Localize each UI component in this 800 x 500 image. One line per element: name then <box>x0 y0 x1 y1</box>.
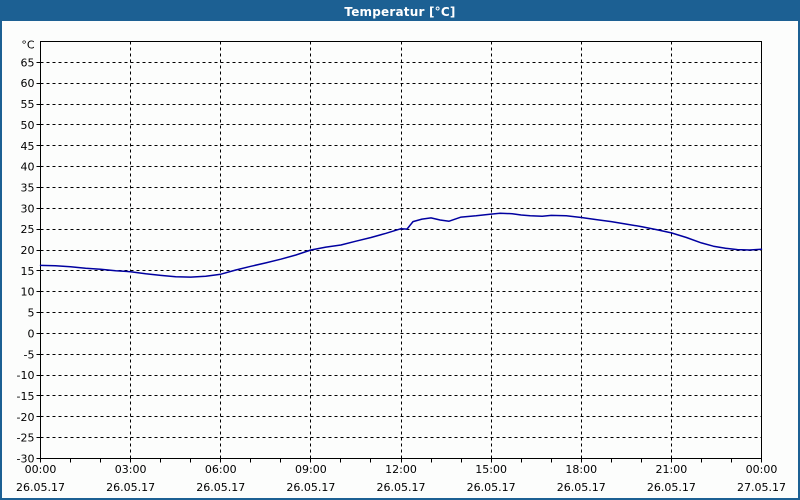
window-title: Temperatur [°C] <box>344 4 456 19</box>
x-tick-time-label: 12:00 <box>385 463 417 476</box>
x-tick-time-label: 21:00 <box>656 463 688 476</box>
x-tick-date-label: 26.05.17 <box>16 481 65 494</box>
y-tick-label: -15 <box>17 390 35 403</box>
x-tick-date-label: 26.05.17 <box>467 481 516 494</box>
y-tick-label: 20 <box>21 244 35 257</box>
y-tick-label: 55 <box>21 98 35 111</box>
x-tick-time-label: 00:00 <box>746 463 778 476</box>
x-tick-date-label: 26.05.17 <box>647 481 696 494</box>
y-tick-label: -20 <box>17 411 35 424</box>
x-tick-date-label: 26.05.17 <box>106 481 155 494</box>
y-tick-label: -10 <box>17 369 35 382</box>
y-tick-label: 50 <box>21 119 35 132</box>
x-tick-time-label: 09:00 <box>295 463 327 476</box>
y-tick-label: -5 <box>24 348 35 361</box>
y-tick-label: 0 <box>28 327 35 340</box>
x-tick-date-label: 26.05.17 <box>196 481 245 494</box>
y-tick-label: -30 <box>17 453 35 466</box>
temperature-line <box>39 212 763 278</box>
window-title-bar: Temperatur [°C] <box>2 2 798 21</box>
y-tick-label: 15 <box>21 265 35 278</box>
y-tick-label: 45 <box>21 140 35 153</box>
y-tick-label: 60 <box>21 77 35 90</box>
y-tick-label: 35 <box>21 181 35 194</box>
x-tick-date-label: 26.05.17 <box>377 481 426 494</box>
x-tick-date-label: 26.05.17 <box>557 481 606 494</box>
y-tick-label: -25 <box>17 432 35 445</box>
gridlines <box>40 41 762 459</box>
x-tick-time-label: 06:00 <box>205 463 237 476</box>
chart-area: -30 -25 -20 -15 -10 -5 0 5 10 15 20 25 30 35 40 45 50 55 6… <box>2 21 798 498</box>
y-tick-label: 25 <box>21 223 35 236</box>
x-tick-date-label: 26.05.17 <box>286 481 335 494</box>
temperature-chart: -30 -25 -20 -15 -10 -5 0 5 10 15 20 25 30 35 40 45 50 55 6… <box>16 39 786 495</box>
x-tick-time-label: 15:00 <box>475 463 507 476</box>
y-tick-label: 5 <box>28 307 35 320</box>
y-tick-label: 10 <box>21 286 35 299</box>
x-tick-date-label: 27.05.17 <box>737 481 786 494</box>
x-axis: 00:00 26.05.17 03:00 26.05.17 06:00 26.05.17 0… <box>16 458 786 494</box>
y-tick-label: 30 <box>21 202 35 215</box>
x-tick-time-label: 18:00 <box>565 463 597 476</box>
x-tick-time-label: 03:00 <box>115 463 147 476</box>
y-tick-label: 65 <box>21 56 35 69</box>
y-tick-label: 40 <box>21 161 35 174</box>
x-tick-time-label: 00:00 <box>25 463 57 476</box>
y-axis: -30 -25 -20 -15 -10 -5 0 5 10 15 20 25 30 35 40 45 50 55 6… <box>17 39 41 466</box>
y-axis-unit-label: °C <box>21 39 35 52</box>
